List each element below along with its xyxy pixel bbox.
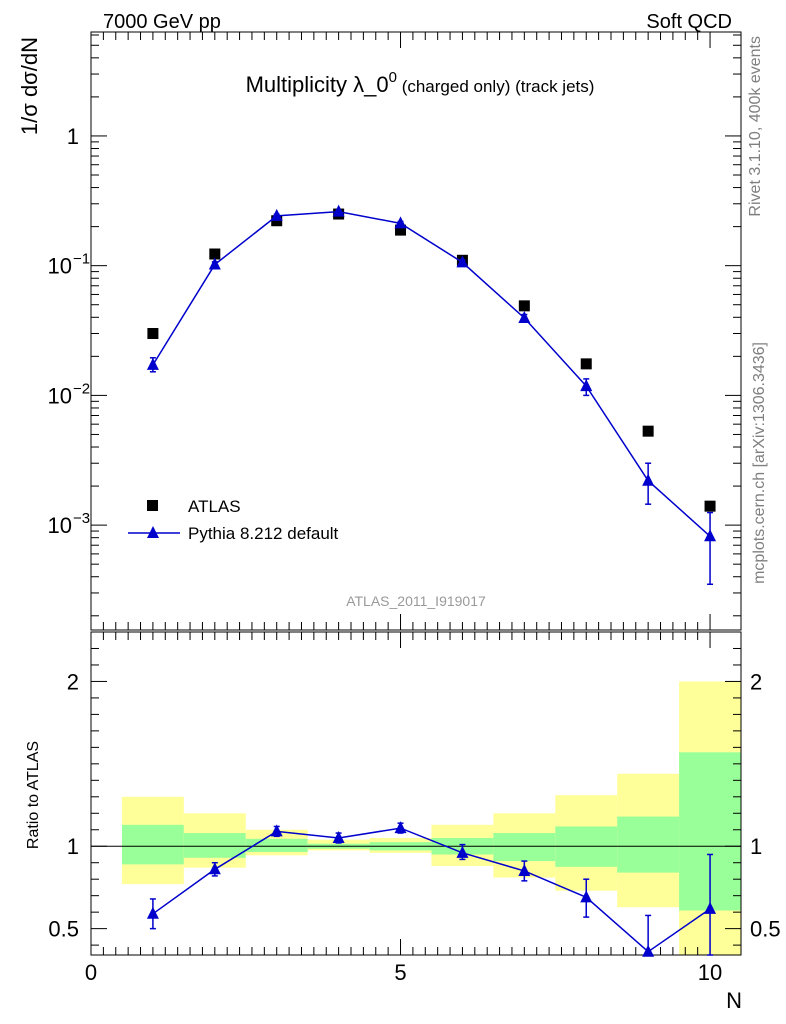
mc-point	[642, 473, 655, 486]
ratio-y-tick-label: 0.5	[48, 917, 79, 942]
mc-line	[152, 210, 711, 537]
y-tick-label-exp: −1	[73, 251, 90, 268]
mc-point	[518, 311, 531, 324]
analysis-tag: ATLAS_2011_I919017	[346, 593, 486, 609]
chart-title-main: Multiplicity λ_0	[246, 72, 389, 97]
ratio-panel: 0.5 0.5 1 1 2 2 0 5 10N Ratio to ATLAS	[25, 631, 781, 1013]
data-point-atlas	[147, 328, 159, 339]
ratio-y-tick-label-right: 0.5	[750, 917, 781, 942]
side-label-bottom: mcplots.cern.ch [arXiv:1306.3436]	[751, 342, 768, 584]
mc-point	[580, 379, 593, 392]
legend-marker-mc	[147, 526, 159, 538]
data-point-atlas	[580, 358, 592, 370]
mc-point	[208, 257, 221, 270]
main-panel: 110−110−210 −31/σ dσ/dN Multiplicity λ_00 …	[17, 31, 742, 631]
y-tick-label: 10	[48, 383, 72, 408]
ratio-mc-point	[456, 845, 469, 858]
ratio-mc-point	[704, 901, 717, 914]
y-tick-label: 10	[48, 254, 72, 279]
mc-point	[704, 529, 717, 542]
ratio-y-tick-label: 1	[67, 834, 79, 859]
y-tick-label-exp: −2	[73, 380, 90, 397]
ratio-frame	[90, 631, 742, 956]
data-point-atlas	[642, 425, 654, 437]
y-tick-label: 1	[67, 124, 79, 149]
y-axis-label: 1/σ dσ/dN	[17, 37, 42, 135]
mc-point	[332, 204, 345, 217]
band-inner	[183, 833, 246, 858]
ratio-mc-point	[208, 862, 221, 875]
chart-title: Multiplicity λ_00 (charged only) (track …	[246, 69, 595, 97]
y-tick-label-exp: −3	[73, 510, 90, 527]
chart-title-sub: (charged only) (track jets)	[397, 77, 594, 96]
ratio-y-tick-label-right: 2	[750, 669, 762, 694]
ratio-mc-line	[152, 827, 711, 953]
x-tick-label: 0	[85, 960, 97, 985]
x-tick-label: 10	[698, 960, 722, 985]
mc-point	[146, 357, 159, 370]
ratio-mc-point	[518, 863, 531, 876]
ratio-y-tick-label-right: 1	[750, 834, 762, 859]
data-point-atlas	[395, 224, 407, 236]
data-point-atlas	[209, 248, 221, 260]
legend-label-atlas: ATLAS	[188, 497, 241, 516]
mc-point	[270, 208, 283, 221]
header-left: 7000 GeV pp	[103, 11, 221, 33]
x-axis-label: N	[726, 988, 742, 1013]
ratio-mc-point	[394, 821, 407, 834]
ratio-mc-point	[332, 830, 345, 843]
side-label-top: Rivet 3.1.10, 400k events	[747, 36, 764, 217]
main-frame	[90, 31, 742, 631]
ratio-y-axis-label: Ratio to ATLAS	[25, 741, 42, 849]
data-point-atlas	[704, 500, 716, 512]
header-right: Soft QCD	[646, 11, 732, 33]
ratio-mc-point	[642, 944, 655, 957]
ratio-y-tick-label: 2	[67, 669, 79, 694]
band-inner	[245, 838, 308, 853]
legend-marker-atlas	[147, 500, 158, 511]
data-point-atlas	[518, 300, 530, 312]
band-inner	[121, 824, 184, 865]
mc-point	[394, 216, 407, 229]
legend-label-mc: Pythia 8.212 default	[188, 524, 339, 543]
x-tick-label: 5	[394, 960, 406, 985]
band-inner	[493, 833, 556, 862]
ratio-mc-point	[146, 906, 159, 919]
chart-title-sup: 0	[389, 69, 397, 86]
ratio-mc-point	[580, 890, 593, 903]
ratio-mc-point	[270, 824, 283, 837]
band-inner	[617, 816, 680, 873]
y-tick-label: 10	[48, 513, 72, 538]
mc-point	[456, 255, 469, 268]
